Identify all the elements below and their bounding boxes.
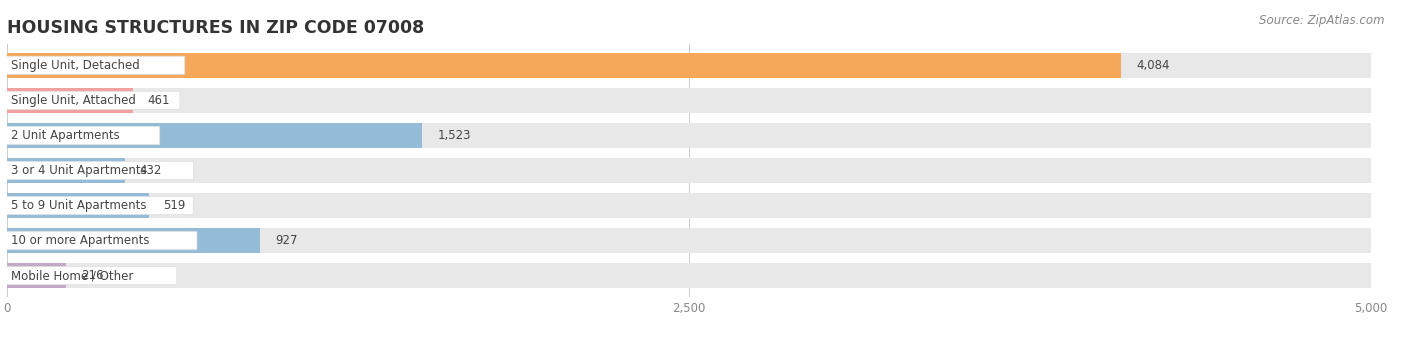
- Text: Mobile Home / Other: Mobile Home / Other: [11, 269, 134, 282]
- FancyBboxPatch shape: [1, 56, 184, 74]
- Text: 5 to 9 Unit Apartments: 5 to 9 Unit Apartments: [11, 199, 146, 212]
- Bar: [7, 158, 125, 183]
- Text: 1,523: 1,523: [437, 129, 471, 142]
- Bar: [7, 263, 1371, 288]
- Text: 10 or more Apartments: 10 or more Apartments: [11, 234, 149, 247]
- FancyBboxPatch shape: [1, 267, 177, 285]
- FancyBboxPatch shape: [1, 232, 197, 250]
- Text: Single Unit, Detached: Single Unit, Detached: [11, 59, 139, 72]
- Text: 3 or 4 Unit Apartments: 3 or 4 Unit Apartments: [11, 164, 146, 177]
- Text: 927: 927: [276, 234, 298, 247]
- Text: 519: 519: [163, 199, 186, 212]
- Text: 4,084: 4,084: [1136, 59, 1170, 72]
- Bar: [7, 88, 1371, 113]
- Text: 2 Unit Apartments: 2 Unit Apartments: [11, 129, 120, 142]
- Text: 432: 432: [139, 164, 162, 177]
- Text: HOUSING STRUCTURES IN ZIP CODE 07008: HOUSING STRUCTURES IN ZIP CODE 07008: [7, 19, 425, 37]
- Bar: [7, 123, 1371, 148]
- Bar: [7, 263, 66, 288]
- FancyBboxPatch shape: [1, 161, 194, 180]
- Text: Source: ZipAtlas.com: Source: ZipAtlas.com: [1260, 14, 1385, 27]
- FancyBboxPatch shape: [1, 196, 193, 215]
- FancyBboxPatch shape: [1, 91, 180, 109]
- Bar: [7, 123, 422, 148]
- Bar: [7, 193, 149, 218]
- Bar: [7, 53, 1121, 78]
- Bar: [7, 158, 1371, 183]
- Bar: [7, 228, 260, 253]
- Bar: [7, 53, 1371, 78]
- FancyBboxPatch shape: [1, 126, 160, 145]
- Bar: [7, 88, 132, 113]
- Bar: [7, 193, 1371, 218]
- Bar: [7, 228, 1371, 253]
- Text: 216: 216: [82, 269, 104, 282]
- Text: Single Unit, Attached: Single Unit, Attached: [11, 94, 136, 107]
- Text: 461: 461: [148, 94, 170, 107]
